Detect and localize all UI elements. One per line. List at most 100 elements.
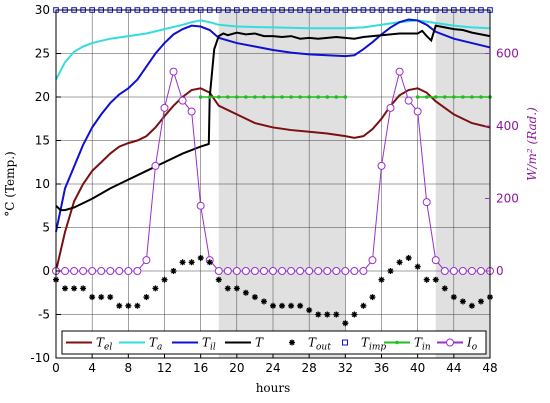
legend-box [61, 330, 487, 355]
legend-label-T_el: Tel [96, 336, 112, 353]
point-T_in-24 [479, 95, 483, 99]
point-I_o-47 [476, 267, 485, 275]
legend-item-T_el: Tel [66, 336, 112, 353]
point-T_in-16 [343, 95, 348, 99]
point-I_o-13 [169, 67, 178, 76]
point-T_out-30 [324, 311, 331, 318]
point-I_o-1 [61, 267, 70, 275]
y-left-tick-label-1: -5 [38, 308, 50, 322]
point-I_o-35 [368, 256, 377, 265]
legend-marker-I_o [446, 338, 454, 347]
point-I_o-10 [142, 256, 151, 265]
x-tick-label-3: 12 [157, 361, 172, 375]
point-I_o-9 [133, 267, 142, 275]
y-right-tick-label-3: 600 [496, 47, 519, 61]
point-I_o-29 [314, 267, 323, 275]
legend-label-T_a: Ta [149, 336, 162, 353]
y-left-tick-label-8: 30 [35, 3, 50, 17]
point-T_out-24 [270, 302, 276, 309]
point-T_out-5 [98, 294, 105, 301]
y-left-tick-label-7: 25 [35, 47, 50, 61]
point-T_in-23 [470, 95, 474, 99]
point-T_in-14 [325, 95, 330, 99]
point-I_o-19 [223, 267, 232, 275]
point-T_in-7 [262, 95, 266, 99]
point-T_out-20 [233, 285, 240, 292]
point-I_o-25 [278, 267, 287, 275]
y-left-tick-label-2: 0 [42, 264, 50, 278]
point-T_out-32 [342, 320, 349, 327]
x-tick-label-5: 20 [229, 361, 244, 375]
point-I_o-27 [296, 267, 305, 275]
point-T_in-3 [225, 95, 230, 99]
point-I_o-26 [287, 267, 296, 275]
point-T_out-42 [432, 276, 439, 283]
point-T_out-27 [297, 302, 304, 309]
point-I_o-40 [413, 107, 422, 116]
point-T_in-4 [235, 95, 239, 99]
point-T_out-10 [143, 294, 150, 301]
point-T_in-15 [334, 95, 339, 99]
point-I_o-43 [440, 267, 449, 275]
point-I_o-16 [196, 201, 205, 210]
legend-item-T: T [225, 336, 264, 350]
series-I_o [52, 67, 494, 275]
legend-swatch-T_out [289, 339, 295, 346]
x-tick-label-12: 48 [482, 361, 497, 375]
point-I_o-28 [305, 267, 314, 275]
point-T_out-44 [450, 294, 457, 301]
point-I_o-31 [332, 267, 341, 275]
point-T_out-41 [423, 276, 430, 283]
point-T_out-25 [279, 302, 286, 309]
x-tick-label-4: 16 [193, 361, 208, 375]
series-T_il [55, 18, 491, 233]
y-right-tick-label-2: 400 [496, 119, 519, 133]
point-T_out-33 [351, 311, 358, 318]
point-T_out-17 [206, 259, 213, 266]
series-T-line [55, 24, 491, 212]
x-axis-label: hours [256, 381, 291, 395]
point-T_out-19 [224, 285, 231, 292]
point-T_out-47 [477, 298, 484, 305]
point-T_in-19 [433, 95, 438, 99]
point-T_in-21 [452, 95, 456, 99]
x-tick-label-2: 8 [125, 361, 133, 375]
y-left-tick-label-3: 5 [42, 221, 50, 235]
point-T_out-31 [333, 311, 340, 318]
point-I_o-24 [269, 267, 277, 275]
point-T_in-17 [415, 95, 420, 99]
point-I_o-15 [187, 107, 196, 116]
point-I_o-37 [386, 103, 395, 112]
point-I_o-20 [232, 267, 241, 275]
point-T_out-18 [215, 276, 222, 283]
point-T_out-23 [260, 298, 267, 305]
point-T_out-43 [441, 285, 448, 292]
y-axis-right-label: W/m² (Rad.) [525, 107, 539, 181]
point-T_out-29 [315, 311, 322, 318]
y-left-tick-label-6: 20 [35, 90, 50, 104]
point-I_o-30 [323, 267, 332, 275]
point-T_out-16 [197, 254, 204, 261]
legend-marker-T_in [395, 340, 399, 345]
legend-item-T_out: Tout [289, 336, 331, 353]
point-T_out-12 [161, 276, 168, 283]
y-left-tick-label-5: 15 [35, 134, 50, 148]
legend-swatch-T_imp [342, 339, 348, 346]
legend-label-T_in: Tin [414, 336, 431, 353]
x-tick-label-9: 36 [374, 361, 389, 375]
point-I_o-34 [359, 267, 368, 275]
point-I_o-42 [431, 256, 440, 265]
grid [55, 9, 491, 359]
legend-item-I_o: Io [437, 336, 478, 353]
point-T_out-26 [288, 302, 295, 309]
legend-item-T_a: Ta [119, 336, 162, 353]
point-T_out-45 [459, 298, 466, 305]
y-right-tick-label-0: 0 [496, 264, 504, 278]
point-T_in-10 [289, 95, 293, 99]
point-I_o-12 [160, 103, 169, 112]
x-tick-label-10: 40 [410, 361, 425, 375]
point-T_out-13 [170, 268, 177, 274]
ticks: 0 4 8 12 16 20 24 28 32 36 40 44 48-10-5051015202530… [30, 3, 519, 375]
point-T_in-5 [244, 95, 248, 99]
point-T_in-18 [424, 95, 429, 99]
